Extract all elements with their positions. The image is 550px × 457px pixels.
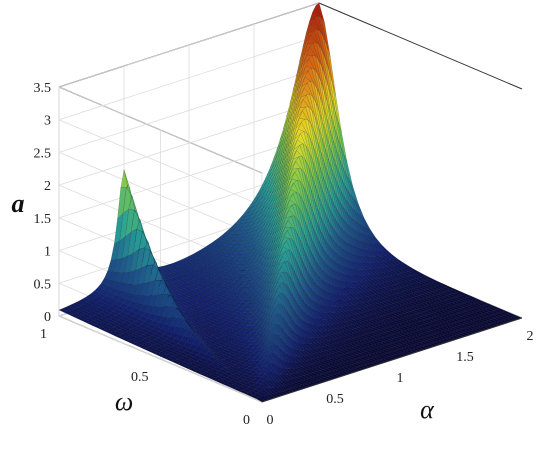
surface-patch [416,272,427,277]
x-tick-label: 1.5 [456,350,474,365]
surface-patch [399,262,410,268]
axes-box-front [261,317,523,403]
y-tick-label: 1 [40,327,47,342]
surface-patch [360,215,371,230]
z-tick-label: 3.5 [34,81,52,96]
y-tick-label: 0 [243,413,250,428]
box-edge-top-right [318,2,523,90]
z-tick-label: 3 [44,114,51,129]
x-tick-label: 0 [267,413,274,428]
z-tick-label: 1.5 [34,212,52,227]
surface-patch [405,266,416,271]
surface-patch [507,313,517,317]
surface-patch [461,293,472,298]
x-axis-label: α [420,395,435,424]
y-tick-label: 0.5 [131,370,149,385]
z-tick-label: 0 [44,310,51,325]
x-tick-label: 0.5 [326,392,344,407]
z-tick-label: 2 [44,179,51,194]
z-tick-label: 0.5 [34,277,52,292]
surface-patch [326,46,337,97]
z-tick-label: 2.5 [34,146,52,161]
surface-patch [343,154,353,187]
surface-patch [377,243,388,251]
tick-labels: 0 0.5 1 1.5 2 2.5 3 3.5 0 0.5 1 1.5 2 0 0.5 1 [34,81,534,428]
surface-patch [422,275,433,280]
z-axis-label: a [12,189,25,218]
surface-mesh [58,2,523,403]
z-tick-label: 1 [44,245,51,260]
y-axis-label: ω [115,387,133,416]
surface-patch [394,258,405,264]
x-tick-label: 1 [397,371,404,386]
x-tick-label: 2 [527,329,534,344]
box-edge-front-bottom [261,317,523,403]
surface-patch [366,227,376,238]
